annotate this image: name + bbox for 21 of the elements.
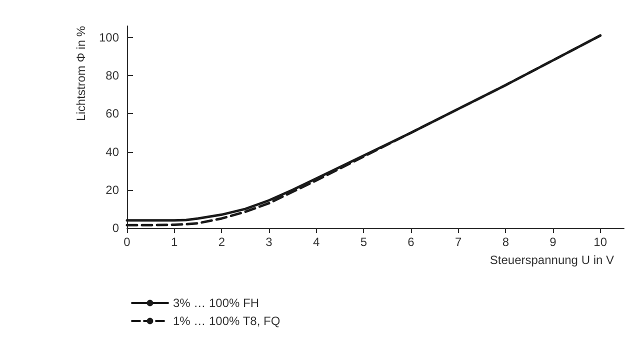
y-tick-label: 20 [106,182,120,197]
x-tick-label: 2 [218,235,226,249]
x-tick-label: 5 [360,235,368,249]
y-axis-title: Lichtstrom Φ in % [74,26,88,121]
x-tick-label: 10 [594,235,608,249]
y-tick-label: 80 [106,68,120,83]
x-tick-label: 6 [408,235,415,249]
x-tick-label: 9 [550,235,557,249]
y-tick-label: 100 [98,30,120,44]
y-tick-label: 0 [112,221,120,235]
legend-label: 3% … 100% FH [173,296,260,310]
x-axis-title: Steuerspannung U in V [490,253,614,267]
y-tick-label: 40 [106,144,120,159]
x-tick-label: 0 [124,235,131,249]
x-tick-label: 7 [454,235,462,249]
x-tick-label: 3 [266,235,273,249]
legend-label: 1% … 100% T8, FQ [173,314,280,328]
y-tick-label: 60 [106,106,120,121]
x-tick-label: 4 [312,235,320,249]
x-tick-label: 1 [170,235,178,249]
x-tick-label: 8 [502,235,510,249]
